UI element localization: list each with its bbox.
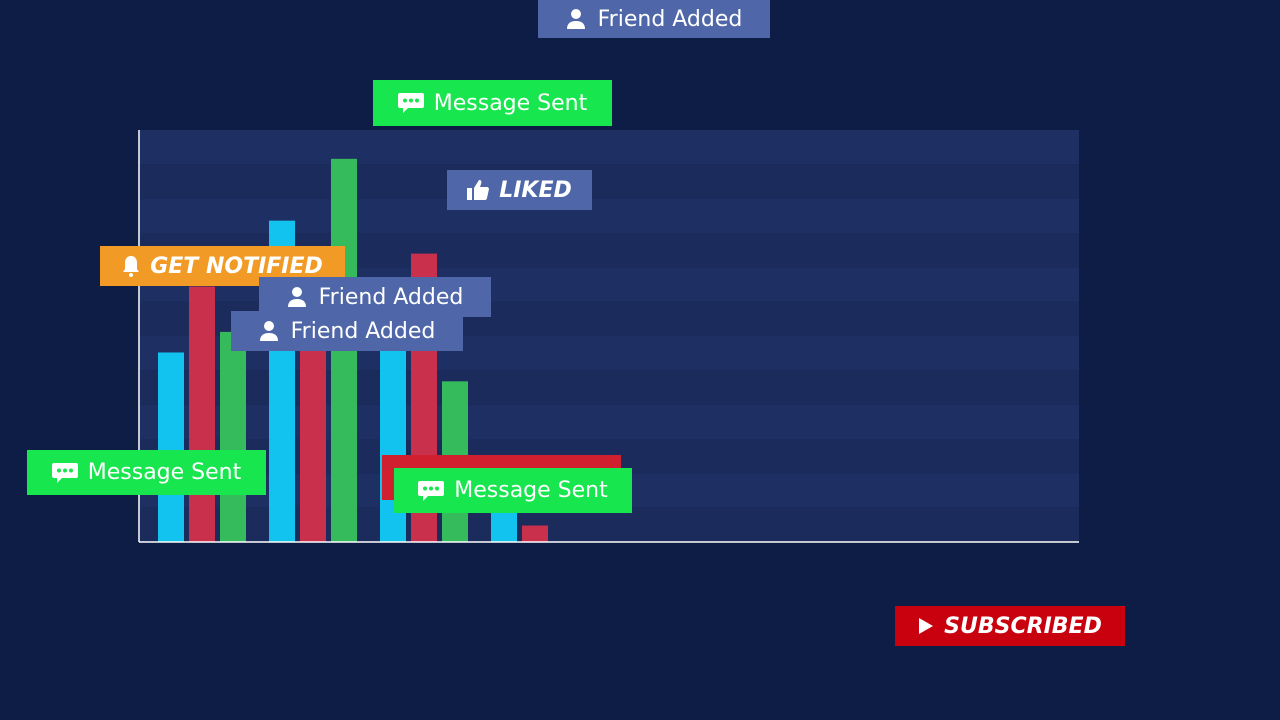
badge-text: Friend Added <box>290 318 436 344</box>
badge-text: SUBSCRIBED <box>944 613 1102 639</box>
plot-stripe <box>139 507 1079 542</box>
friend-badge: Friend Added <box>259 277 491 317</box>
badge-text: LIKED <box>499 177 572 203</box>
notify-badge: GET NOTIFIED <box>100 246 345 286</box>
badge-text: Friend Added <box>318 284 464 310</box>
bar <box>158 352 184 542</box>
badge-text: Message Sent <box>87 460 242 485</box>
badge-text: Message Sent <box>433 90 588 116</box>
plot-stripe <box>139 404 1079 439</box>
bar <box>220 331 246 542</box>
plot-stripe <box>139 370 1079 405</box>
plot-stripe <box>139 130 1079 165</box>
bar <box>522 525 548 542</box>
badge-text: Friend Added <box>597 6 743 32</box>
like-badge: LIKED <box>447 170 592 210</box>
subscribe-badge[interactable]: SUBSCRIBED <box>895 606 1125 646</box>
friend-badge: Friend Added <box>538 0 770 38</box>
message-badge: Message Sent <box>373 80 612 126</box>
bars <box>158 158 548 542</box>
message-badge: Message Sent <box>394 468 632 513</box>
bar <box>189 286 215 542</box>
plot-stripe <box>139 198 1079 233</box>
badge-text: Message Sent <box>454 478 608 503</box>
friend-badge: Friend Added <box>231 311 463 351</box>
plot-stripe <box>139 164 1079 199</box>
badge-text: GET NOTIFIED <box>150 253 323 279</box>
message-badge: Message Sent <box>27 450 266 495</box>
